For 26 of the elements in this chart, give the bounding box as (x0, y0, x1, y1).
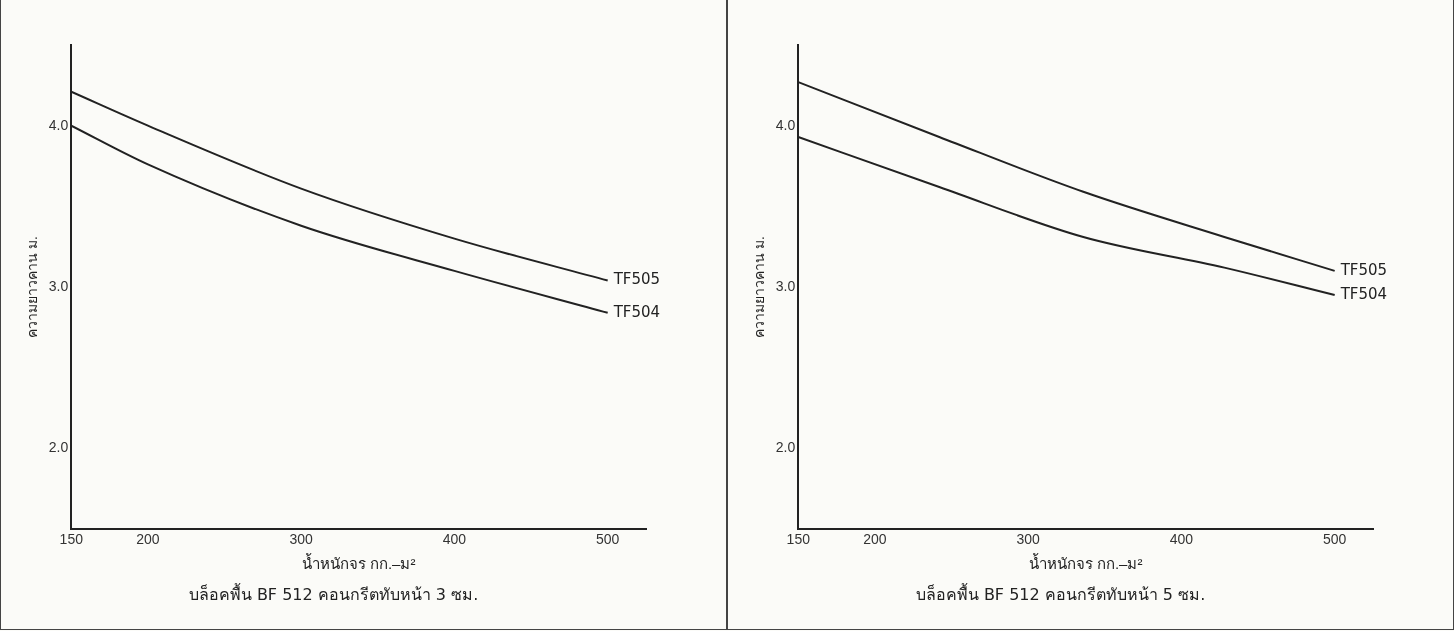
y-tick-label: 2.0 (48, 439, 69, 456)
x-tick-label: 150 (59, 531, 84, 548)
x-tick-label: 400 (1169, 531, 1194, 548)
series-label: TF504 (612, 302, 661, 321)
y-tick-label: 4.0 (775, 116, 796, 133)
x-tick-label: 150 (786, 531, 811, 548)
x-tick-label: 200 (136, 531, 160, 548)
x-axis-title: น้ำหนักจร กก.–ม² (301, 552, 416, 572)
x-tick-label: 500 (596, 531, 620, 548)
x-tick-label: 500 (1323, 531, 1347, 548)
y-tick-label: 4.0 (48, 116, 69, 133)
series-label: TF504 (1339, 284, 1388, 303)
y-axis-title: ความยาวคาน ม. (24, 236, 41, 338)
y-tick-label: 3.0 (775, 277, 796, 294)
y-axis-title: ความยาวคาน ม. (751, 236, 768, 338)
text: บล็อคพื้น BF 512 คอนกรีตทับหน้า 3 ซม. (188, 582, 479, 604)
x-tick-label: 300 (289, 531, 314, 548)
x-tick-label: 200 (863, 531, 887, 548)
text: บล็อคพื้น BF 512 คอนกรีตทับหน้า 5 ซม. (915, 582, 1206, 604)
y-tick-label: 3.0 (48, 277, 69, 294)
series-label: TF505 (1339, 260, 1388, 279)
x-tick-label: 400 (442, 531, 467, 548)
x-axis-title: น้ำหนักจร กก.–ม² (1028, 552, 1143, 572)
x-tick-label: 300 (1016, 531, 1041, 548)
series-label: TF505 (612, 270, 661, 289)
y-tick-label: 2.0 (775, 439, 796, 456)
